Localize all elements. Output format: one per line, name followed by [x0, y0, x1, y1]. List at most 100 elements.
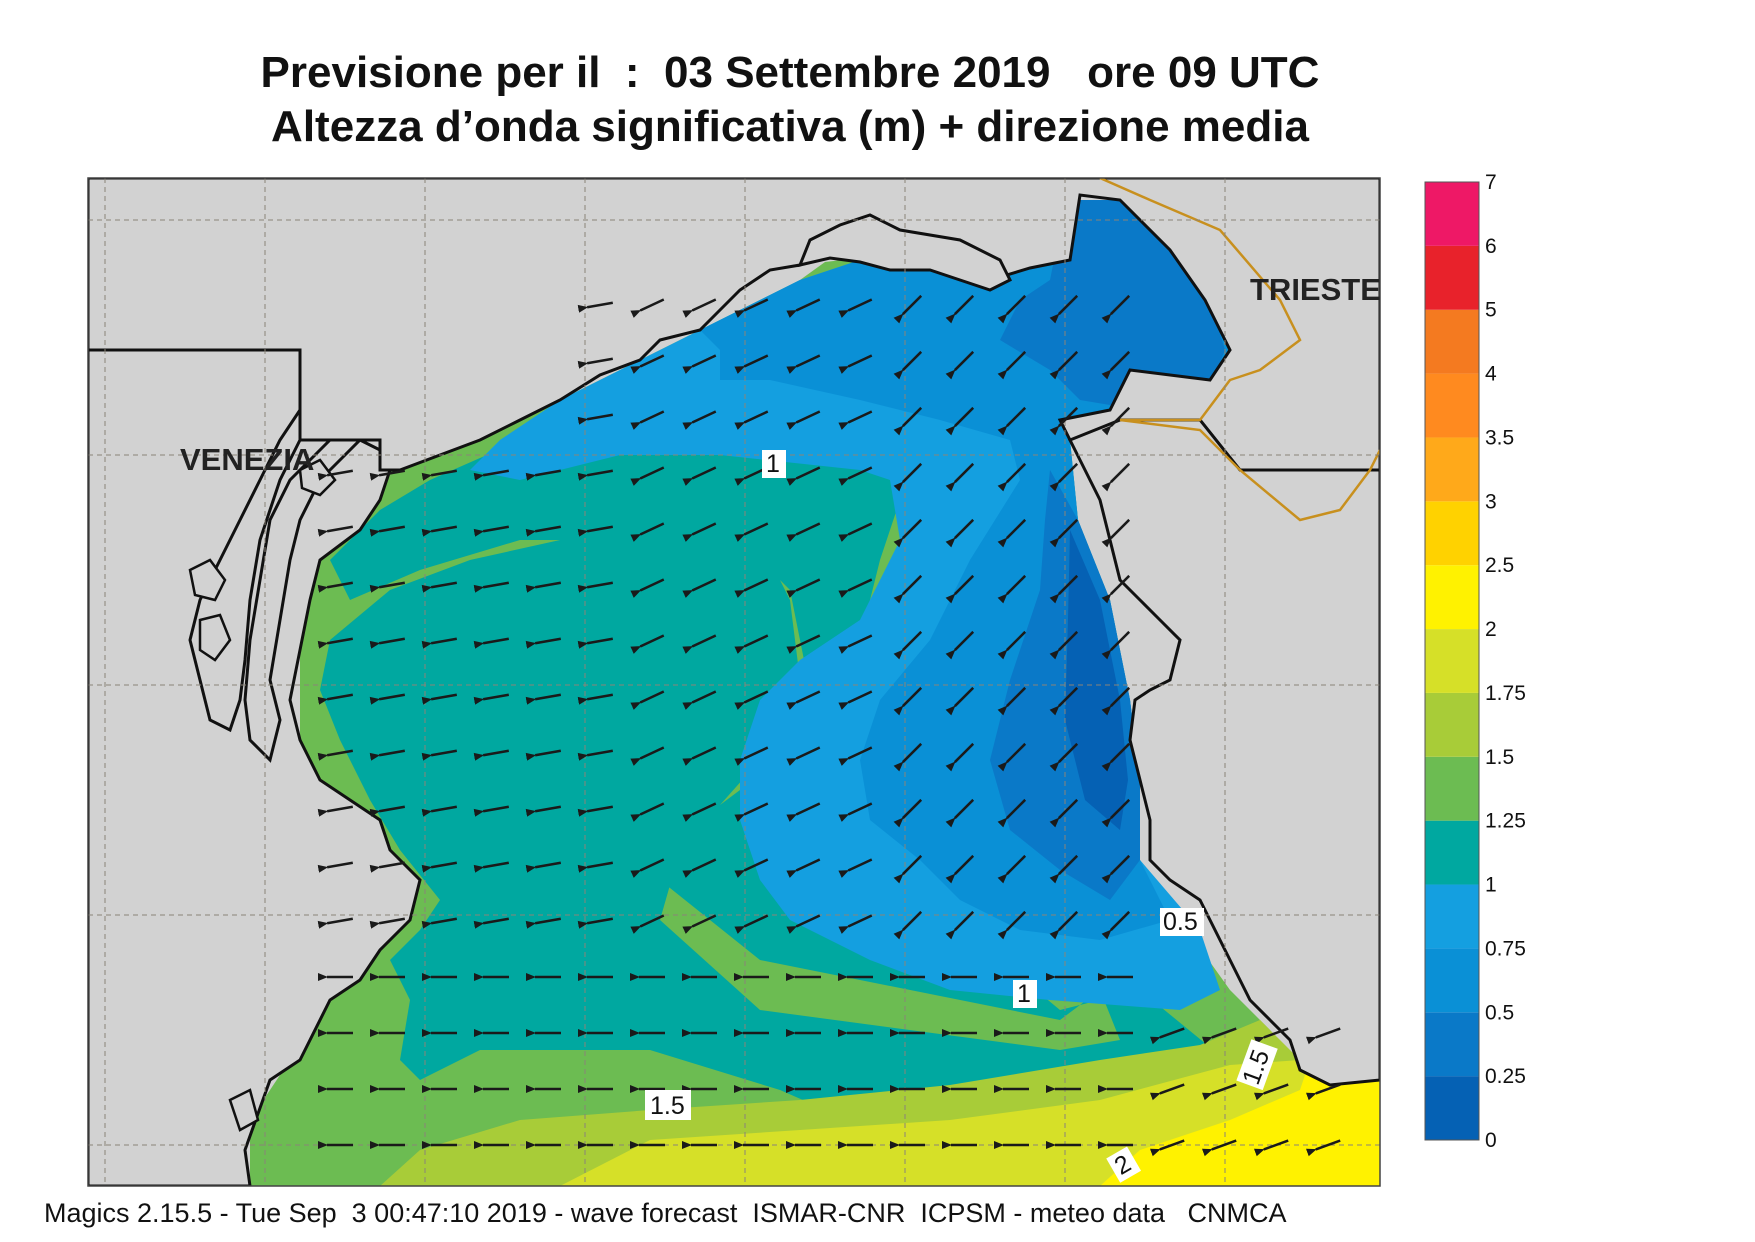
- wave-arrow: [1201, 1139, 1237, 1157]
- wave-arrow: [945, 910, 975, 940]
- istria-coast-land: [1067, 418, 1380, 1087]
- wave-arrow: [682, 634, 717, 654]
- wave-arrow: [786, 634, 821, 654]
- legend-swatch: [1425, 309, 1479, 374]
- legend-tick-label: 0.5: [1485, 1001, 1514, 1024]
- wave-arrow: [734, 690, 769, 710]
- wave-arrow: [369, 637, 406, 649]
- legend-tick-label: 1.75: [1485, 682, 1526, 705]
- color-legend: 0 0.25 0.5 0.75 1 1.25 1.5 1.75 2 2.5 3 3.5 4 5 6 7: [1424, 171, 1526, 1152]
- wave-arrow: [734, 578, 769, 598]
- wave-arrow: [1149, 1083, 1185, 1101]
- wave-arrow: [317, 749, 354, 761]
- wave-arrow: [1049, 406, 1079, 436]
- wave-arrow: [317, 525, 354, 537]
- wave-arrow: [369, 525, 406, 537]
- wave-arrow: [525, 637, 562, 649]
- wave-arrow: [893, 686, 923, 716]
- wave-arrow: [786, 298, 821, 318]
- wave-arrow: [630, 522, 665, 542]
- wave-arrow: [1149, 1027, 1185, 1045]
- wave-arrow: [1101, 462, 1131, 492]
- legend-tick-label: 1: [1485, 874, 1497, 897]
- wave-arrow: [577, 637, 614, 649]
- wave-arrow: [317, 637, 354, 649]
- wave-arrow: [1049, 294, 1079, 324]
- wave-arrow: [577, 469, 614, 481]
- wave-arrow: [473, 469, 510, 481]
- wave-arrow: [577, 357, 614, 369]
- legend-tick-label: 5: [1485, 299, 1497, 322]
- city-label-venezia: VENEZIA: [180, 442, 314, 477]
- wave-arrow: [525, 469, 562, 481]
- wave-arrow: [473, 581, 510, 593]
- wave-arrow: [1049, 798, 1079, 828]
- wave-arrow: [734, 298, 769, 318]
- wave-arrow: [630, 802, 665, 822]
- wave-arrow: [473, 749, 510, 761]
- map-frame: [87, 177, 1381, 1187]
- wave-arrow: [630, 914, 665, 934]
- wave-arrow: [838, 410, 873, 430]
- legend-tick-label: 0.25: [1485, 1065, 1526, 1088]
- wave-arrow: [893, 798, 923, 828]
- legend-swatch: [1425, 182, 1479, 246]
- wave-arrow: [525, 861, 562, 873]
- wave-arrow: [997, 294, 1027, 324]
- city-label-trieste: TRIESTE: [1250, 272, 1381, 307]
- wave-arrow: [421, 525, 458, 537]
- wave-arrow: [838, 746, 873, 766]
- wave-arrow: [734, 914, 769, 934]
- venice-coast-land: [88, 178, 442, 1186]
- wave-arrow: [945, 854, 975, 884]
- wave-arrow: [317, 469, 354, 481]
- wave-arrow: [1101, 350, 1131, 380]
- contour-label: 1: [1013, 980, 1037, 1008]
- wave-arrow: [473, 805, 510, 817]
- wave-arrow: [525, 693, 562, 705]
- wave-arrow: [786, 802, 821, 822]
- legend-tick-label: 2: [1485, 618, 1497, 641]
- legend-tick-label: 3: [1485, 490, 1497, 513]
- graticule: [88, 178, 1380, 1186]
- wave-arrow: [893, 518, 923, 548]
- wave-arrow: [945, 406, 975, 436]
- footer-credits: Magics 2.15.5 - Tue Sep 3 00:47:10 2019 …: [44, 1198, 1287, 1228]
- wave-arrow: [577, 301, 614, 313]
- wave-arrow: [786, 466, 821, 486]
- legend-tick-label: 4: [1485, 363, 1497, 386]
- legend-swatch: [1425, 756, 1479, 821]
- wave-arrow: [838, 298, 873, 318]
- wave-arrow: [1101, 798, 1131, 828]
- wave-arrow: [525, 917, 562, 929]
- wave-arrow: [786, 858, 821, 878]
- wave-arrow: [473, 861, 510, 873]
- wave-arrow: [786, 410, 821, 430]
- legend-swatch: [1425, 692, 1479, 757]
- wave-arrow: [1049, 574, 1079, 604]
- contour-band-0-0.25: [1065, 530, 1128, 830]
- wave-arrow: [630, 690, 665, 710]
- wave-arrow: [1201, 1083, 1237, 1101]
- wave-arrow: [945, 686, 975, 716]
- wave-arrow: [786, 354, 821, 374]
- wave-arrow: [1253, 1139, 1289, 1157]
- wave-arrow: [1101, 910, 1131, 940]
- wave-arrow: [945, 350, 975, 380]
- title-line-2: Altezza d’onda significativa (m) + direz…: [271, 102, 1309, 151]
- wave-arrow: [1101, 294, 1131, 324]
- lagoon-islands: [188, 458, 337, 1132]
- wave-arrow: [1305, 1139, 1341, 1157]
- wave-arrow: [734, 354, 769, 374]
- wave-arrow: [630, 578, 665, 598]
- wave-arrow: [682, 578, 717, 598]
- wave-arrow: [997, 462, 1027, 492]
- wave-arrow: [997, 630, 1027, 660]
- wave-arrow: [682, 298, 717, 318]
- wave-arrow: [630, 354, 665, 374]
- legend-swatch: [1425, 437, 1479, 502]
- wave-arrow: [945, 630, 975, 660]
- legend-tick-label: 3.5: [1485, 426, 1514, 449]
- wave-arrow: [838, 634, 873, 654]
- wave-arrow: [893, 742, 923, 772]
